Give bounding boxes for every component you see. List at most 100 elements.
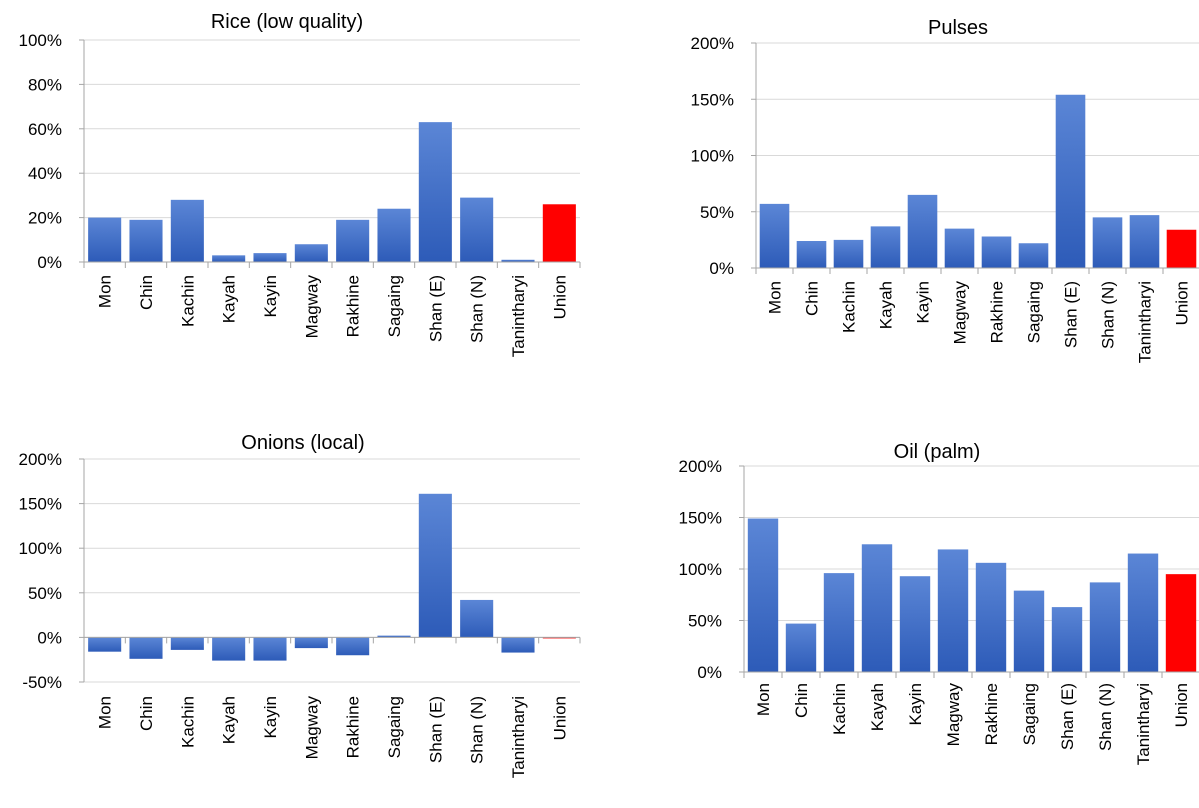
bar-tanintharyi xyxy=(501,637,535,653)
x-tick-label: Kayah xyxy=(220,696,239,744)
x-tick-label: Union xyxy=(1173,281,1192,325)
chart-title: Oil (palm) xyxy=(894,441,981,463)
x-tick-label: Sagaing xyxy=(1020,683,1039,745)
x-tick-label: Kayah xyxy=(877,281,896,329)
x-tick-label: Kachin xyxy=(178,696,197,748)
bar-tanintharyi xyxy=(1127,553,1159,672)
bar-magway xyxy=(294,637,328,649)
bar-chin xyxy=(796,241,827,268)
x-tick-label: Kayah xyxy=(220,275,239,323)
x-tick-label: Union xyxy=(550,275,569,319)
bar-sagaing xyxy=(377,635,411,638)
x-tick-label: Kachin xyxy=(840,281,859,333)
x-tick-label: Sagaing xyxy=(385,275,404,337)
bar-shan-e xyxy=(418,493,452,638)
x-tick-label: Mon xyxy=(754,683,773,716)
x-tick-label: Mon xyxy=(766,281,785,314)
x-tick-label: Kayin xyxy=(914,281,933,324)
x-tick-label: Kayah xyxy=(868,683,887,731)
bar-kayah xyxy=(861,544,893,672)
y-tick-label: 150% xyxy=(19,495,62,514)
x-tick-label: Magway xyxy=(302,696,321,760)
x-tick-label: Shan (E) xyxy=(1058,683,1077,750)
bar-shan-e xyxy=(1055,94,1086,268)
y-tick-label: 20% xyxy=(28,209,62,228)
x-tick-label: Shan (E) xyxy=(426,696,445,763)
x-tick-label: Magway xyxy=(951,281,970,345)
y-tick-label: 50% xyxy=(700,203,734,222)
x-tick-label: Shan (N) xyxy=(468,275,487,343)
y-tick-label: 0% xyxy=(697,663,722,682)
bar-shan-n xyxy=(460,599,494,638)
bar-tanintharyi xyxy=(501,259,535,262)
x-tick-label: Sagaing xyxy=(385,696,404,758)
y-tick-label: 0% xyxy=(37,628,62,647)
chart-title: Onions (local) xyxy=(241,432,364,454)
y-tick-label: 200% xyxy=(19,450,62,469)
x-tick-label: Rakhine xyxy=(344,275,363,337)
y-tick-label: 50% xyxy=(28,584,62,603)
y-tick-label: 50% xyxy=(688,612,722,631)
bar-rakhine xyxy=(336,637,370,656)
bar-mon xyxy=(759,203,790,268)
bar-magway xyxy=(944,228,975,268)
bar-sagaing xyxy=(377,208,411,262)
bar-kachin xyxy=(170,637,204,650)
chart-oil-palm: Oil (palm) 0% 50% 100% 150% 200% Mon Chin Kachin… xyxy=(679,441,1199,765)
bar-mon xyxy=(747,518,779,672)
y-tick-label: 60% xyxy=(28,120,62,139)
x-tick-label: Shan (N) xyxy=(468,696,487,764)
bar-magway xyxy=(937,549,969,672)
bar-union xyxy=(542,204,576,262)
x-tick-label: Union xyxy=(550,696,569,740)
chart-title: Pulses xyxy=(928,17,988,39)
x-tick-label: Kayin xyxy=(261,275,280,318)
x-tick-label: Shan (N) xyxy=(1099,281,1118,349)
bar-kachin xyxy=(823,573,855,672)
y-tick-label: 100% xyxy=(691,147,734,166)
x-tick-label: Mon xyxy=(96,696,115,729)
x-tick-label: Chin xyxy=(137,275,156,310)
bar-shan-e xyxy=(418,122,452,262)
bar-shan-e xyxy=(1051,607,1083,672)
chart-pulses: Pulses 0% 50% 100% 150% 200% Mon Chin Kachin Kaya… xyxy=(691,17,1199,363)
x-tick-label: Shan (N) xyxy=(1096,683,1115,751)
x-tick-label: Rakhine xyxy=(982,683,1001,745)
x-tick-label: Rakhine xyxy=(988,281,1007,343)
bar-sagaing xyxy=(1013,590,1045,672)
y-tick-label: 100% xyxy=(19,539,62,558)
y-tick-label: 200% xyxy=(679,457,722,476)
bar-magway xyxy=(294,244,328,262)
x-tick-label: Kayin xyxy=(906,683,925,726)
bar-kayin xyxy=(253,253,287,262)
x-tick-label: Rakhine xyxy=(344,696,363,758)
bar-kayin xyxy=(899,576,931,672)
bar-rakhine xyxy=(336,219,370,262)
bar-tanintharyi xyxy=(1129,215,1160,268)
y-tick-label: 100% xyxy=(19,31,62,50)
bar-sagaing xyxy=(1018,243,1049,268)
bar-rakhine xyxy=(975,562,1007,672)
x-tick-label: Magway xyxy=(944,683,963,747)
bar-shan-n xyxy=(1092,217,1123,268)
bar-chin xyxy=(129,637,163,659)
x-tick-label: Tanintharyi xyxy=(1136,281,1155,363)
x-tick-label: Kachin xyxy=(178,275,197,327)
y-tick-label: 100% xyxy=(679,560,722,579)
bar-kayin xyxy=(253,637,287,661)
y-tick-label: 150% xyxy=(679,509,722,528)
chart-onions-local: Onions (local) -50% 0% 50% 100% 150% 200% Mon Ch… xyxy=(19,432,581,778)
y-tick-label: 200% xyxy=(691,34,734,53)
bar-kachin xyxy=(170,199,204,262)
y-tick-label: 0% xyxy=(709,259,734,278)
y-tick-label: 80% xyxy=(28,75,62,94)
bar-chin xyxy=(785,623,817,672)
bar-kayah xyxy=(212,637,246,661)
bar-rakhine xyxy=(981,236,1012,268)
bar-union xyxy=(542,637,576,639)
x-tick-label: Chin xyxy=(803,281,822,316)
chart-title: Rice (low quality) xyxy=(211,11,363,33)
x-tick-label: Kayin xyxy=(261,696,280,739)
y-tick-label: 150% xyxy=(691,90,734,109)
y-tick-label: -50% xyxy=(22,673,62,692)
